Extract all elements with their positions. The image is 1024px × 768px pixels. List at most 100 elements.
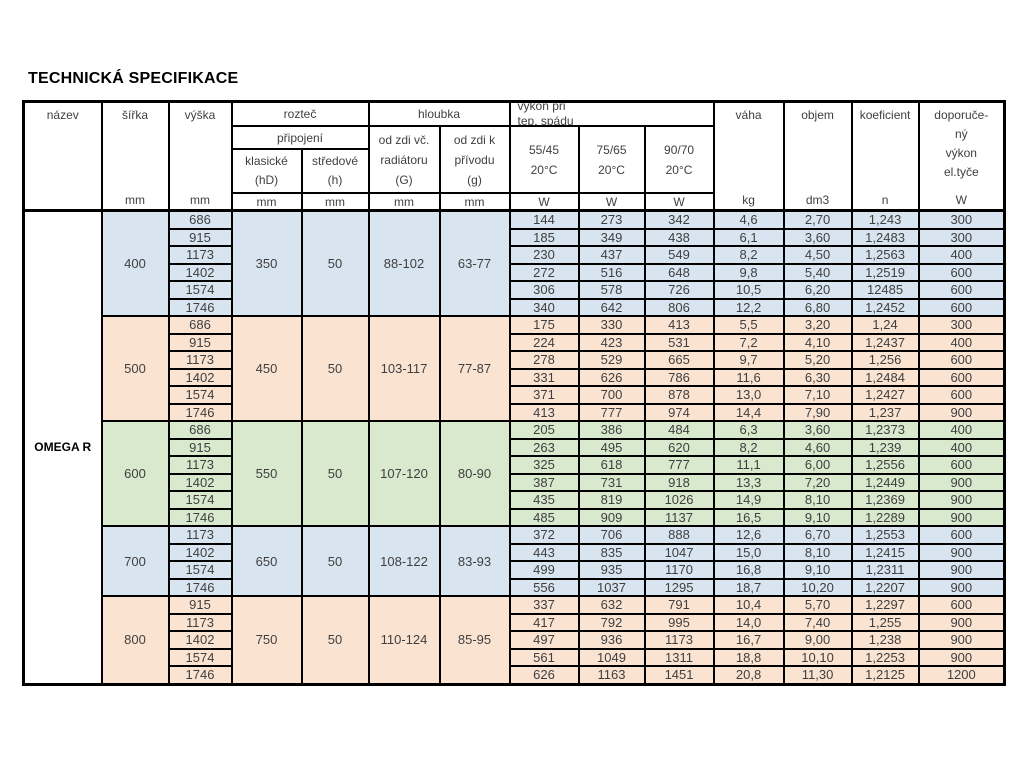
- cell-power-90-70: 620: [643, 437, 715, 457]
- temp-55-45-room: 20°C: [530, 162, 558, 177]
- cell-power-55-45: 497: [508, 630, 580, 650]
- col-header-volume: objem dm3: [782, 100, 853, 212]
- cell-power-90-70: 484: [643, 420, 715, 440]
- cell-power-75-65: 835: [577, 542, 646, 562]
- cell-volume: 8,10: [782, 490, 853, 510]
- cell-depth-g: 85-95: [438, 595, 511, 685]
- cell-volume: 6,30: [782, 367, 853, 387]
- cell-power-75-65: 437: [577, 245, 646, 265]
- cell-height: 915: [167, 332, 233, 352]
- cell-depth-g: 83-93: [438, 525, 511, 597]
- spec-row: 1402 331 626 786 11,6 6,30 1,2484 600: [24, 367, 1006, 387]
- cell-coefficient: 1,255: [850, 612, 920, 632]
- cell-width: 500: [100, 315, 170, 422]
- col-header-recommended: doporuče- ný výkon el.tyče W: [917, 100, 1006, 212]
- col-header-power: výkon při tep. spádu: [508, 100, 715, 127]
- cell-coefficient: 12485: [850, 280, 920, 300]
- cell-power-55-45: 435: [508, 490, 580, 510]
- cell-power-90-70: 878: [643, 385, 715, 405]
- cell-height: 1402: [167, 542, 233, 562]
- cell-weight: 11,6: [712, 367, 785, 387]
- cell-recommended-power: 600: [917, 280, 1006, 300]
- cell-height: 1746: [167, 297, 233, 317]
- cell-volume: 7,20: [782, 472, 853, 492]
- temp-75-65-label: 75/65: [596, 142, 627, 157]
- cell-pitch-classic: 550: [230, 420, 303, 527]
- col-header-recommended-line2: ný: [954, 127, 968, 141]
- cell-power-75-65: 349: [577, 227, 646, 247]
- cell-power-55-45: 387: [508, 472, 580, 492]
- col-header-pitch: rozteč: [230, 100, 370, 127]
- cell-height: 915: [167, 595, 233, 615]
- spec-row: 915 224 423 531 7,2 4,10 1,2437 400: [24, 332, 1006, 352]
- unit-pitch-central: mm: [300, 192, 370, 212]
- cell-recommended-power: 300: [917, 227, 1006, 247]
- cell-power-55-45: 331: [508, 367, 580, 387]
- cell-depth-g: 63-77: [438, 209, 511, 317]
- cell-coefficient: 1,2125: [850, 665, 920, 685]
- cell-pitch-classic: 450: [230, 315, 303, 422]
- cell-weight: 12,2: [712, 297, 785, 317]
- cell-weight: 18,7: [712, 577, 785, 597]
- cell-power-75-65: 273: [577, 209, 646, 230]
- col-header-volume-unit: dm3: [805, 193, 830, 207]
- product-name-cell: OMEGA R: [22, 209, 103, 685]
- spec-row: 1173 230 437 549 8,2 4,50 1,2563 400: [24, 245, 1006, 265]
- cell-volume: 6,20: [782, 280, 853, 300]
- cell-volume: 11,30: [782, 665, 853, 685]
- cell-depth-g: 77-87: [438, 315, 511, 422]
- cell-height: 1746: [167, 665, 233, 685]
- cell-power-90-70: 918: [643, 472, 715, 492]
- cell-weight: 14,9: [712, 490, 785, 510]
- cell-power-90-70: 1170: [643, 560, 715, 580]
- spec-row: 1746 413 777 974 14,4 7,90 1,237 900: [24, 402, 1006, 422]
- cell-coefficient: 1,256: [850, 350, 920, 370]
- cell-pitch-central: 50: [300, 420, 370, 527]
- cell-volume: 9,10: [782, 560, 853, 580]
- cell-coefficient: 1,2373: [850, 420, 920, 440]
- cell-coefficient: 1,2289: [850, 507, 920, 527]
- cell-recommended-power: 400: [917, 420, 1006, 440]
- cell-volume: 7,10: [782, 385, 853, 405]
- col-header-weight-unit: kg: [742, 193, 755, 207]
- col-header-depth-G-line2: radiátoru: [380, 152, 428, 167]
- cell-weight: 14,0: [712, 612, 785, 632]
- cell-power-75-65: 792: [577, 612, 646, 632]
- cell-recommended-power: 900: [917, 630, 1006, 650]
- spec-row: 600 686 550 50 107-120 80-90 205 386 484 6,3 3,60 1…: [24, 420, 1006, 527]
- cell-power-55-45: 224: [508, 332, 580, 352]
- cell-power-55-45: 371: [508, 385, 580, 405]
- cell-power-55-45: 413: [508, 402, 580, 422]
- col-header-power-line2: tep. spádu: [517, 114, 574, 126]
- col-header-depth: hloubka: [367, 100, 511, 127]
- temp-90-70-room: 20°C: [665, 162, 693, 177]
- col-header-name: název: [22, 100, 103, 212]
- col-header-depth-G-line1: od zdi vč.: [378, 132, 430, 147]
- col-header-weight: váha kg: [712, 100, 785, 212]
- cell-power-75-65: 731: [577, 472, 646, 492]
- cell-recommended-power: 600: [917, 350, 1006, 370]
- cell-power-90-70: 726: [643, 280, 715, 300]
- cell-volume: 10,10: [782, 647, 853, 667]
- cell-height: 1574: [167, 647, 233, 667]
- cell-power-75-65: 1049: [577, 647, 646, 667]
- cell-power-55-45: 372: [508, 525, 580, 545]
- col-header-width: šířka mm: [100, 100, 170, 212]
- col-header-depth-g-line2: přívodu: [454, 152, 495, 167]
- cell-power-55-45: 175: [508, 315, 580, 335]
- cell-depth-g: 80-90: [438, 420, 511, 527]
- cell-power-90-70: 1137: [643, 507, 715, 527]
- cell-power-90-70: 648: [643, 262, 715, 282]
- cell-power-55-45: 278: [508, 350, 580, 370]
- cell-recommended-power: 900: [917, 577, 1006, 597]
- cell-power-90-70: 549: [643, 245, 715, 265]
- cell-height: 1402: [167, 262, 233, 282]
- cell-weight: 16,8: [712, 560, 785, 580]
- cell-coefficient: 1,2207: [850, 577, 920, 597]
- cell-coefficient: 1,2484: [850, 367, 920, 387]
- cell-recommended-power: 900: [917, 612, 1006, 632]
- cell-height: 1574: [167, 280, 233, 300]
- cell-weight: 6,1: [712, 227, 785, 247]
- cell-power-75-65: 495: [577, 437, 646, 457]
- pitch-classic-symbol: (hD): [254, 173, 279, 187]
